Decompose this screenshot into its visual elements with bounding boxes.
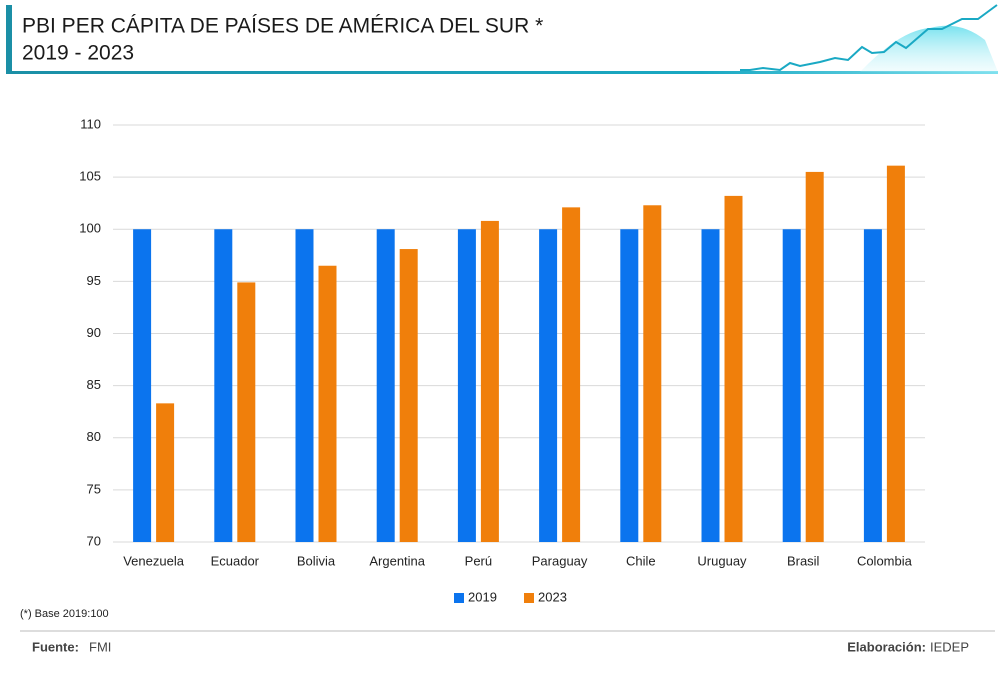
header-decoration [860, 25, 998, 72]
bar [295, 229, 314, 542]
y-tick-label: 95 [87, 273, 101, 288]
x-tick-label: Paraguay [532, 553, 588, 568]
legend-label: 2023 [538, 589, 567, 604]
legend-swatch [524, 593, 534, 603]
x-tick-label: Brasil [787, 553, 820, 568]
x-tick-label: Uruguay [697, 553, 747, 568]
bar [805, 171, 824, 542]
x-tick-label: Colombia [857, 553, 913, 568]
y-tick-label: 85 [87, 377, 101, 392]
x-tick-label: Perú [465, 553, 492, 568]
bar [620, 229, 639, 542]
y-tick-label: 70 [87, 533, 101, 548]
bar [133, 229, 152, 542]
y-tick-label: 110 [80, 116, 101, 131]
bar [863, 229, 882, 542]
x-tick-label: Bolivia [297, 553, 336, 568]
bar [457, 229, 476, 542]
bar [156, 403, 175, 542]
y-tick-label: 75 [87, 481, 101, 496]
bar [214, 229, 233, 542]
bar [480, 220, 499, 542]
y-tick-label: 80 [87, 429, 101, 444]
header-sparkline [740, 4, 998, 72]
note: (*) Base 2019:100 [20, 608, 109, 620]
x-tick-label: Venezuela [123, 553, 184, 568]
header-line [6, 71, 998, 74]
x-tick-label: Chile [626, 553, 656, 568]
x-tick-label: Argentina [369, 553, 425, 568]
y-tick-label: 100 [79, 221, 101, 236]
legend-label: 2019 [468, 589, 497, 604]
bar [376, 229, 395, 542]
bar [886, 165, 905, 542]
credit: IEDEP [930, 639, 969, 654]
x-tick-label: Ecuador [211, 553, 260, 568]
bar [643, 205, 662, 542]
bar [782, 229, 801, 542]
legend-swatch [454, 593, 464, 603]
bar [318, 265, 337, 542]
y-tick-label: 105 [79, 169, 101, 184]
y-tick-label: 90 [87, 325, 101, 340]
bar [562, 207, 581, 543]
credit-label: Elaboración: [847, 639, 926, 654]
header-bar [6, 5, 12, 73]
bar [539, 229, 558, 542]
bar [237, 282, 256, 542]
bar [724, 195, 743, 542]
chart-subtitle: 2019 - 2023 [22, 42, 134, 65]
bar [701, 229, 720, 542]
source-label: Fuente: [32, 639, 79, 654]
bar [399, 249, 418, 542]
chart-title: PBI PER CÁPITA DE PAÍSES DE AMÉRICA DEL … [22, 15, 543, 38]
source: FMI [89, 639, 111, 654]
